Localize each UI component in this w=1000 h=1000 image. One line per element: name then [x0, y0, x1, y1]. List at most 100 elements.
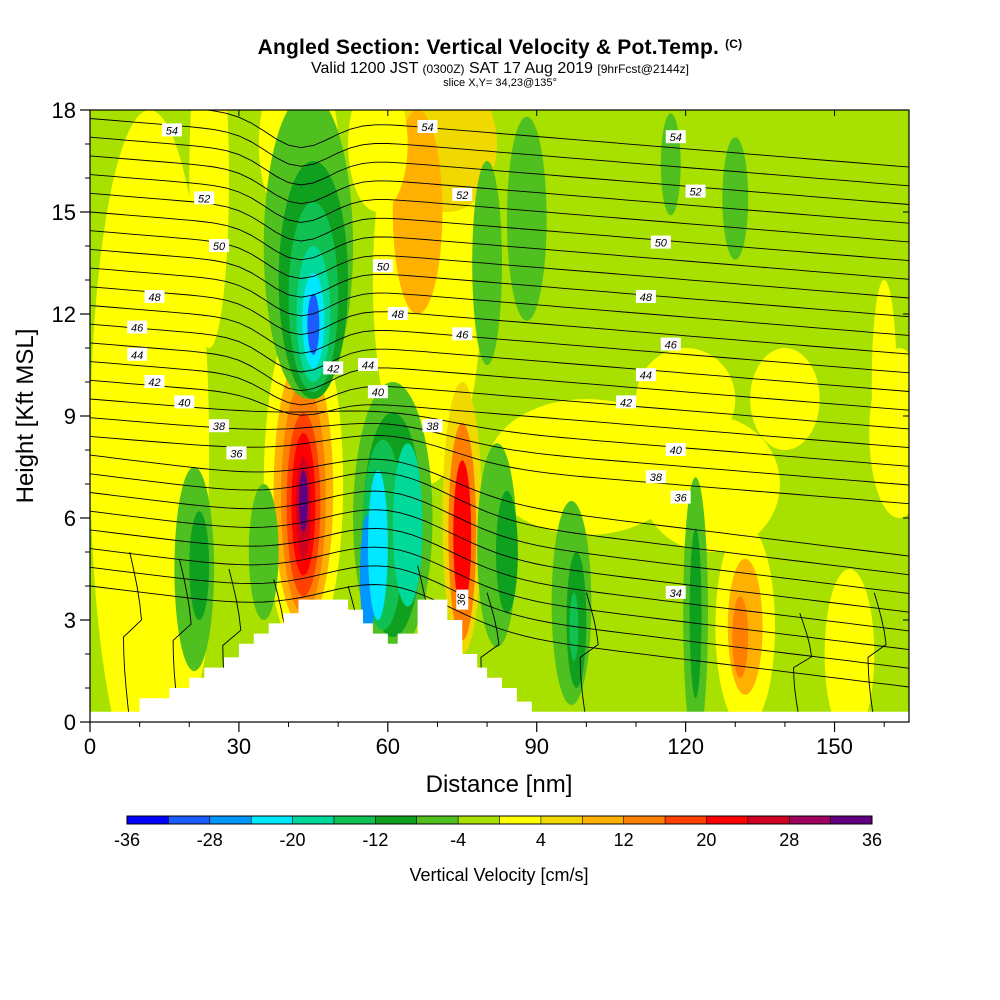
theta-contour-label: 36: [670, 490, 691, 505]
label-text: 52: [689, 187, 701, 199]
theta-contour-label: 38: [422, 419, 443, 433]
theta-contour-label: 50: [372, 259, 393, 273]
theta-contour-label: 48: [144, 290, 165, 304]
label-box: [387, 307, 408, 320]
label-box: [665, 130, 686, 144]
label-text: 50: [655, 238, 668, 250]
theta-contour-label: 46: [452, 327, 473, 341]
colorbar-swatch: [458, 816, 500, 824]
velocity-region: [453, 460, 472, 610]
velocity-region: [189, 110, 229, 348]
y-tick-label: 0: [64, 710, 76, 735]
colorbar-swatch: [209, 816, 252, 824]
theta-contour: [90, 305, 909, 374]
label-box: [127, 320, 148, 334]
x-tick-label: 30: [227, 734, 251, 759]
colorbar-swatch: [789, 816, 832, 824]
velocity-region: [487, 399, 686, 535]
theta-contour: [90, 454, 909, 557]
label-box: [422, 419, 443, 433]
label-text: 48: [148, 292, 161, 304]
theta-contour: [90, 323, 909, 392]
label-text: 44: [131, 350, 143, 362]
colorbar-tick-label: 36: [862, 830, 882, 850]
theta-contour: [90, 211, 909, 280]
label-text: 54: [421, 122, 433, 134]
label-box: [367, 385, 388, 399]
y-tick-label: 15: [52, 200, 76, 225]
velocity-region: [392, 443, 423, 607]
colorbar-swatch: [623, 816, 666, 824]
colorbar-tick-label: 28: [779, 830, 799, 850]
label-text: 52: [456, 190, 468, 202]
label-box: [635, 368, 656, 382]
theta-contour: [90, 155, 909, 224]
label-box: [174, 395, 195, 409]
velocity-region: [248, 484, 279, 620]
colorbar-swatch: [499, 816, 542, 824]
colorbar-tick-label: -20: [280, 830, 306, 850]
colorbar-swatch: [251, 816, 294, 824]
theta-contour: [90, 192, 909, 262]
contour-labels: 54 54 54 52 52 52 50 50 50 48 48 48 46 46 46 44 44 44 42 42…: [127, 120, 706, 610]
theta-contour-label: 38: [209, 419, 230, 433]
theta-contour-label: 38: [645, 470, 666, 484]
colorbar-swatch: [706, 816, 749, 824]
velocity-region: [506, 116, 547, 321]
label-text: 40: [372, 387, 385, 399]
velocity-region: [636, 348, 736, 450]
label-box: [670, 490, 691, 504]
terrain: [90, 599, 909, 722]
label-box: [650, 235, 671, 249]
label-box: [323, 361, 344, 375]
label-box: [226, 446, 247, 460]
label-text: 44: [362, 360, 374, 372]
theta-contour: [793, 613, 813, 722]
colorbar-swatch: [127, 816, 169, 824]
x-tick-label: 90: [524, 734, 548, 759]
x-tick-label: 150: [816, 734, 853, 759]
theta-contour-label: 52: [194, 191, 215, 205]
velocity-region: [732, 596, 749, 678]
theta-contour-label: 54: [665, 130, 686, 144]
theta-contour: [123, 551, 142, 722]
theta-contour-label: 54: [417, 120, 438, 134]
x-tick-label: 0: [84, 734, 96, 759]
slice-label: slice X,Y= 34,23@135°: [443, 77, 557, 89]
theta-contour-label: 46: [660, 337, 681, 352]
colorbar: -36 -28 -20 -12 -4 4 12 20 28 36: [114, 815, 882, 850]
theta-contour-label: 44: [635, 368, 656, 382]
velocity-region: [750, 348, 820, 450]
theta-contour: [90, 136, 909, 205]
label-box: [685, 184, 706, 198]
label-text: 40: [670, 445, 683, 457]
theta-contour: [90, 565, 909, 669]
label-text: 36: [675, 493, 688, 505]
theta-contour: [90, 174, 909, 243]
label-box: [372, 259, 393, 273]
label-box: [209, 239, 230, 252]
colorbar-swatch: [747, 816, 790, 824]
label-box: [635, 290, 656, 303]
label-text: 36: [456, 593, 468, 606]
velocity-region: [660, 113, 681, 216]
label-box: [194, 191, 215, 205]
colorbar-swatch: [540, 816, 583, 824]
velocity-region: [367, 470, 388, 620]
theta-contour-label: 40: [665, 443, 686, 457]
colorbar-swatch: [168, 816, 211, 824]
velocity-region: [496, 490, 518, 614]
theta-contour: [867, 592, 887, 722]
velocity-region: [824, 569, 875, 722]
label-text: 54: [166, 125, 178, 137]
colorbar-tick-label: 12: [614, 830, 634, 850]
label-text: 38: [426, 421, 439, 433]
theta-contour: [90, 342, 909, 411]
colorbar-tick-label: 20: [696, 830, 716, 850]
label-text: 46: [131, 323, 144, 335]
colorbar-swatch: [333, 816, 376, 824]
theta-contour-label: 42: [144, 375, 165, 389]
